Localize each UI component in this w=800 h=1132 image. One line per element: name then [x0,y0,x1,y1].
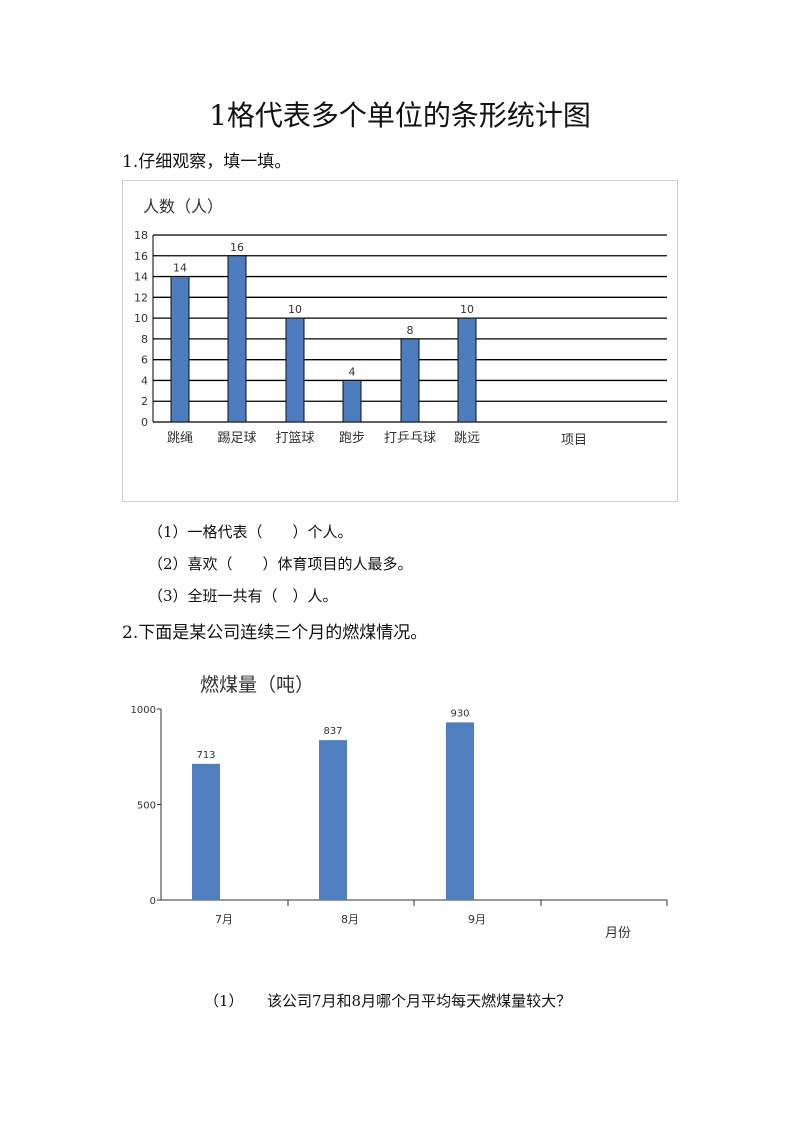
chart-1-y-tick-label: 16 [134,250,148,263]
chart-2-data-label: 713 [196,750,215,761]
chart-1-data-label: 8 [407,324,414,337]
chart-1-x-axis-title: 项目 [561,433,587,448]
chart-1-bar [227,255,247,423]
chart-1-y-tick-label: 12 [134,291,148,304]
question-1-item-2: （2）喜欢（ ）体育项目的人最多。 [148,555,413,573]
chart-1-y-axis-title: 人数（人） [143,197,223,216]
chart-1-data-label: 14 [173,262,187,275]
chart-2-bar [192,763,220,900]
question-1-item-3: （3）全班一共有（ ）人。 [148,587,338,605]
question-2-heading: 2.下面是某公司连续三个月的燃煤情况。 [122,623,428,643]
chart-1-category-label: 跳绳 [167,431,193,446]
question-1-item-1: （1）一格代表（ ）个人。 [148,523,353,541]
chart-2-data-label: 930 [450,708,469,719]
chart-1-data-label: 10 [288,303,302,316]
chart-1-data-label: 4 [349,365,356,378]
chart-2-category-label: 9月 [468,913,486,926]
chart-2-category-label: 7月 [215,913,233,926]
chart-1-category-label: 跳远 [454,431,480,446]
chart-1-y-tick-label: 0 [141,416,148,429]
chart-1-frame: 人数（人） 0 2 4 6 8 10 12 14 16 18 14 跳绳 16 踢足球 10 打篮球 4 跑步 8 打乒… [122,180,678,502]
chart-1-y-tick-label: 2 [141,395,148,408]
chart-2-x-axis-title: 月份 [605,926,631,941]
chart-1-y-tick-label: 4 [141,374,148,387]
chart-2-y-tick-label: 1000 [131,705,156,716]
chart-1-bar [170,276,190,423]
chart-1-y-tick-label: 18 [134,229,148,242]
question-1-heading: 1.仔细观察，填一填。 [122,152,292,172]
chart-1-category-label: 跑步 [339,431,365,446]
chart-2-y-tick-label: 0 [150,896,156,907]
chart-1-y-tick-label: 6 [141,354,148,367]
chart-2-data-label: 837 [323,726,342,737]
chart-2-bar [319,740,347,900]
chart-1-category-label: 打乒乓球 [384,431,436,446]
chart-1-data-label: 16 [230,241,244,254]
page-title: 1格代表多个单位的条形统计图 [209,99,591,132]
chart-2-bar [446,722,474,900]
question-2-item-1-text: 该公司7月和8月哪个月平均每天燃煤量较大？ [267,992,572,1010]
chart-1-y-tick-label: 10 [134,312,148,325]
question-2-item-1-number: （1） [204,992,244,1010]
chart-1-bar [342,379,362,423]
chart-1-category-label: 踢足球 [217,431,256,446]
chart-1-bar [285,317,305,423]
chart-1-bar [457,317,477,423]
chart-2-category-label: 8月 [341,913,359,926]
chart-1-category-label: 打篮球 [275,431,314,446]
chart-1-data-label: 10 [460,303,474,316]
chart-2-area: 燃煤量（吨） 0 500 1000 713 7月 837 8月 930 9月月份 [120,660,680,950]
chart-1-svg: 人数（人） 0 2 4 6 8 10 12 14 16 18 14 跳绳 16 踢足球 10 打篮球 4 跑步 8 打乒… [134,197,667,448]
chart-2-y-tick-label: 500 [137,801,156,812]
chart-1-y-tick-label: 8 [141,333,148,346]
chart-2-y-axis-title: 燃煤量（吨） [200,674,314,696]
chart-1-y-tick-label: 14 [134,271,148,284]
chart-1-bar [400,338,420,423]
